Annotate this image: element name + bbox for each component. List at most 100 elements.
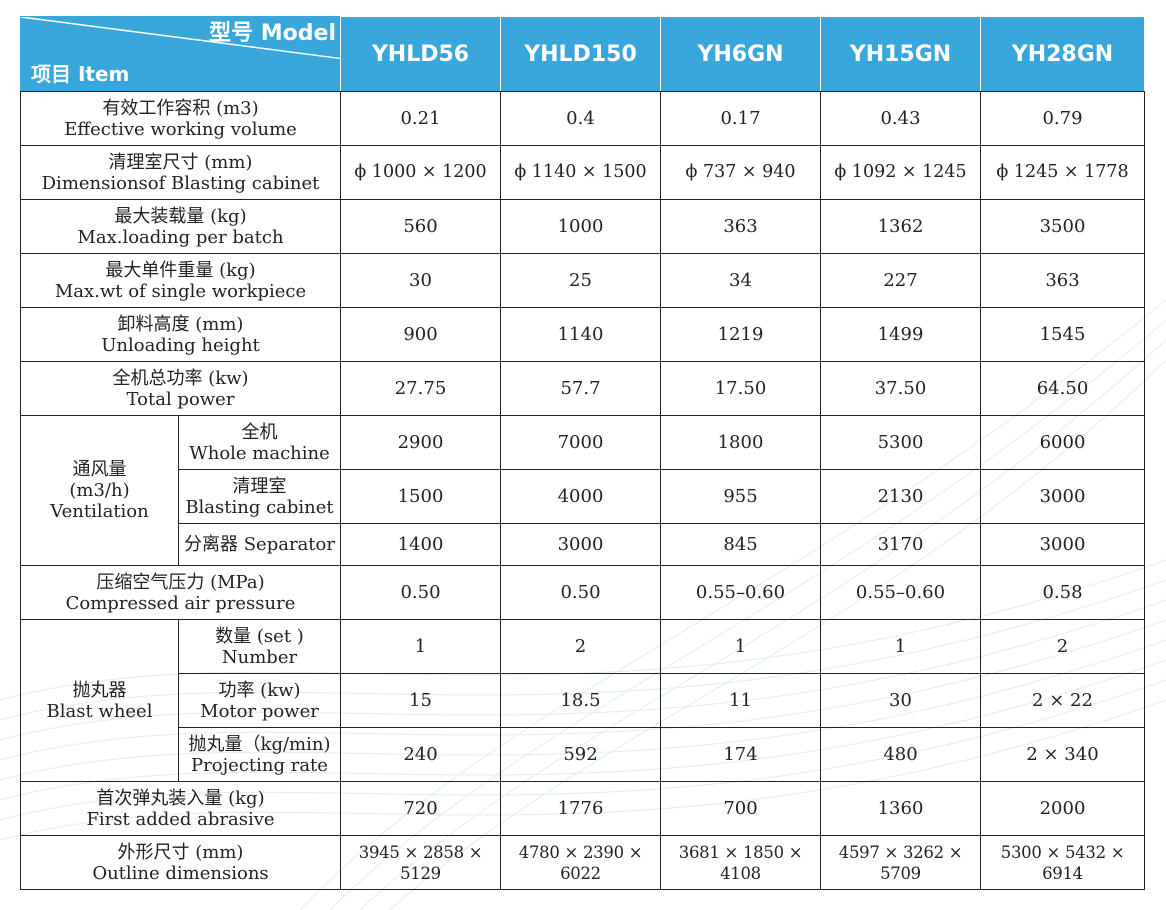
value-cell: 34	[660, 253, 821, 308]
value-cell: 0.17	[660, 91, 821, 146]
value-cell: 1500	[340, 469, 501, 524]
model-header-label: 型号 Model	[209, 21, 336, 46]
value-cell: 900	[340, 307, 501, 362]
value-cell: 3170	[820, 523, 981, 566]
value-cell: 3000	[500, 523, 661, 566]
value-cell: 700	[660, 781, 821, 836]
ventilation-group-label: 通风量 (m3/h) Ventilation	[20, 415, 179, 566]
value-cell: 3000	[980, 469, 1145, 524]
item-header-label: 项目 Item	[31, 62, 130, 86]
value-cell: ϕ 737 × 940	[660, 145, 821, 200]
value-cell: 955	[660, 469, 821, 524]
value-cell: 2 × 22	[980, 673, 1145, 728]
value-cell: 0.79	[980, 91, 1145, 146]
row-blast-wheel-number: 抛丸器 Blast wheel 数量 (set ) Number 1 2 1 1 …	[20, 619, 1145, 782]
value-cell: 17.50	[660, 361, 821, 416]
value-cell: 1800	[660, 415, 821, 470]
value-cell: 7000	[500, 415, 661, 470]
value-cell: 3000	[980, 523, 1145, 566]
row-blast-wheel-rate: 抛丸量（kg/min) Projecting rate 240 592 174 4…	[21, 727, 1145, 782]
value-cell: 25	[500, 253, 661, 308]
value-cell: 1000	[500, 199, 661, 254]
value-cell: 5300 × 5432 × 6914	[980, 835, 1145, 890]
diagonal-divider	[21, 17, 340, 60]
value-cell: 2	[500, 619, 661, 674]
value-cell: 1219	[660, 307, 821, 362]
value-cell: 3945 × 2858 × 5129	[340, 835, 501, 890]
row-label: 压缩空气压力 (MPa) Compressed air pressure	[20, 565, 341, 620]
value-cell: 4597 × 3262 × 5709	[820, 835, 981, 890]
value-cell: 1499	[820, 307, 981, 362]
value-cell: 1140	[500, 307, 661, 362]
sub-label: 清理室 Blasting cabinet	[178, 469, 341, 524]
row-unloading-height: 卸料高度 (mm) Unloading height 900 1140 1219 …	[20, 307, 1145, 362]
value-cell: 174	[660, 727, 821, 782]
row-ventilation-whole: 通风量 (m3/h) Ventilation 全机 Whole machine 2…	[20, 415, 1145, 566]
value-cell: 57.7	[500, 361, 661, 416]
blast-wheel-group-label: 抛丸器 Blast wheel	[20, 619, 179, 782]
value-cell: ϕ 1140 × 1500	[500, 145, 661, 200]
row-max-single-weight: 最大单件重量 (kg) Max.wt of single workpiece 30…	[20, 253, 1145, 308]
model-header-yhld56: YHLD56	[340, 16, 501, 92]
value-cell: 1	[660, 619, 821, 674]
value-cell: 227	[820, 253, 981, 308]
value-cell: 0.50	[340, 565, 501, 620]
value-cell: 480	[820, 727, 981, 782]
value-cell: 4780 × 2390 × 6022	[500, 835, 661, 890]
model-header-yhld150: YHLD150	[500, 16, 661, 92]
sub-label: 抛丸量（kg/min) Projecting rate	[178, 727, 341, 782]
sub-label: 功率 (kw) Motor power	[178, 673, 341, 728]
value-cell: 37.50	[820, 361, 981, 416]
value-cell: 64.50	[980, 361, 1145, 416]
value-cell: 27.75	[340, 361, 501, 416]
row-cabinet-dimensions: 清理室尺寸 (mm) Dimensionsof Blasting cabinet …	[20, 145, 1145, 200]
value-cell: 15	[340, 673, 501, 728]
value-cell: 1360	[820, 781, 981, 836]
row-effective-volume: 有效工作容积 (m3) Effective working volume 0.21…	[20, 91, 1145, 146]
value-cell: 6000	[980, 415, 1145, 470]
value-cell: 592	[500, 727, 661, 782]
sub-label: 全机 Whole machine	[178, 415, 341, 470]
row-blast-wheel-motor: 功率 (kw) Motor power 15 18.5 11 30 2 × 22	[21, 673, 1145, 728]
value-cell: 5300	[820, 415, 981, 470]
value-cell: 4000	[500, 469, 661, 524]
model-header-yh28gn: YH28GN	[980, 16, 1145, 92]
row-label: 最大装载量 (kg) Max.loading per batch	[20, 199, 341, 254]
value-cell: 0.4	[500, 91, 661, 146]
value-cell: 0.58	[980, 565, 1145, 620]
value-cell: 845	[660, 523, 821, 566]
value-cell: ϕ 1245 × 1778	[980, 145, 1145, 200]
row-ventilation-separator: 分离器 Separator 1400 3000 845 3170 3000	[21, 523, 1145, 566]
row-label: 卸料高度 (mm) Unloading height	[20, 307, 341, 362]
sub-label: 分离器 Separator	[178, 523, 341, 566]
value-cell: 363	[660, 199, 821, 254]
value-cell: 0.21	[340, 91, 501, 146]
row-total-power: 全机总功率 (kw) Total power 27.75 57.7 17.50 3…	[20, 361, 1145, 416]
value-cell: 2	[980, 619, 1145, 674]
value-cell: 1400	[340, 523, 501, 566]
value-cell: 1362	[820, 199, 981, 254]
value-cell: 0.43	[820, 91, 981, 146]
value-cell: 1776	[500, 781, 661, 836]
value-cell: 240	[340, 727, 501, 782]
row-outline-dimensions: 外形尺寸 (mm) Outline dimensions 3945 × 2858 …	[20, 835, 1145, 890]
value-cell: 2000	[980, 781, 1145, 836]
row-label: 清理室尺寸 (mm) Dimensionsof Blasting cabinet	[20, 145, 341, 200]
spec-table: 型号 Model 项目 Item YHLD56 YHLD150 YH6GN YH…	[20, 16, 1145, 890]
row-label: 有效工作容积 (m3) Effective working volume	[20, 91, 341, 146]
model-header-yh15gn: YH15GN	[820, 16, 981, 92]
value-cell: 30	[340, 253, 501, 308]
value-cell: 1545	[980, 307, 1145, 362]
value-cell: 30	[820, 673, 981, 728]
value-cell: 18.5	[500, 673, 661, 728]
value-cell: 0.50	[500, 565, 661, 620]
header-row: 型号 Model 项目 Item YHLD56 YHLD150 YH6GN YH…	[20, 16, 1145, 92]
value-cell: 560	[340, 199, 501, 254]
value-cell: 0.55–0.60	[660, 565, 821, 620]
value-cell: ϕ 1000 × 1200	[340, 145, 501, 200]
value-cell: 2130	[820, 469, 981, 524]
value-cell: 3500	[980, 199, 1145, 254]
row-label: 全机总功率 (kw) Total power	[20, 361, 341, 416]
value-cell: 363	[980, 253, 1145, 308]
row-max-loading: 最大装载量 (kg) Max.loading per batch 560 1000…	[20, 199, 1145, 254]
